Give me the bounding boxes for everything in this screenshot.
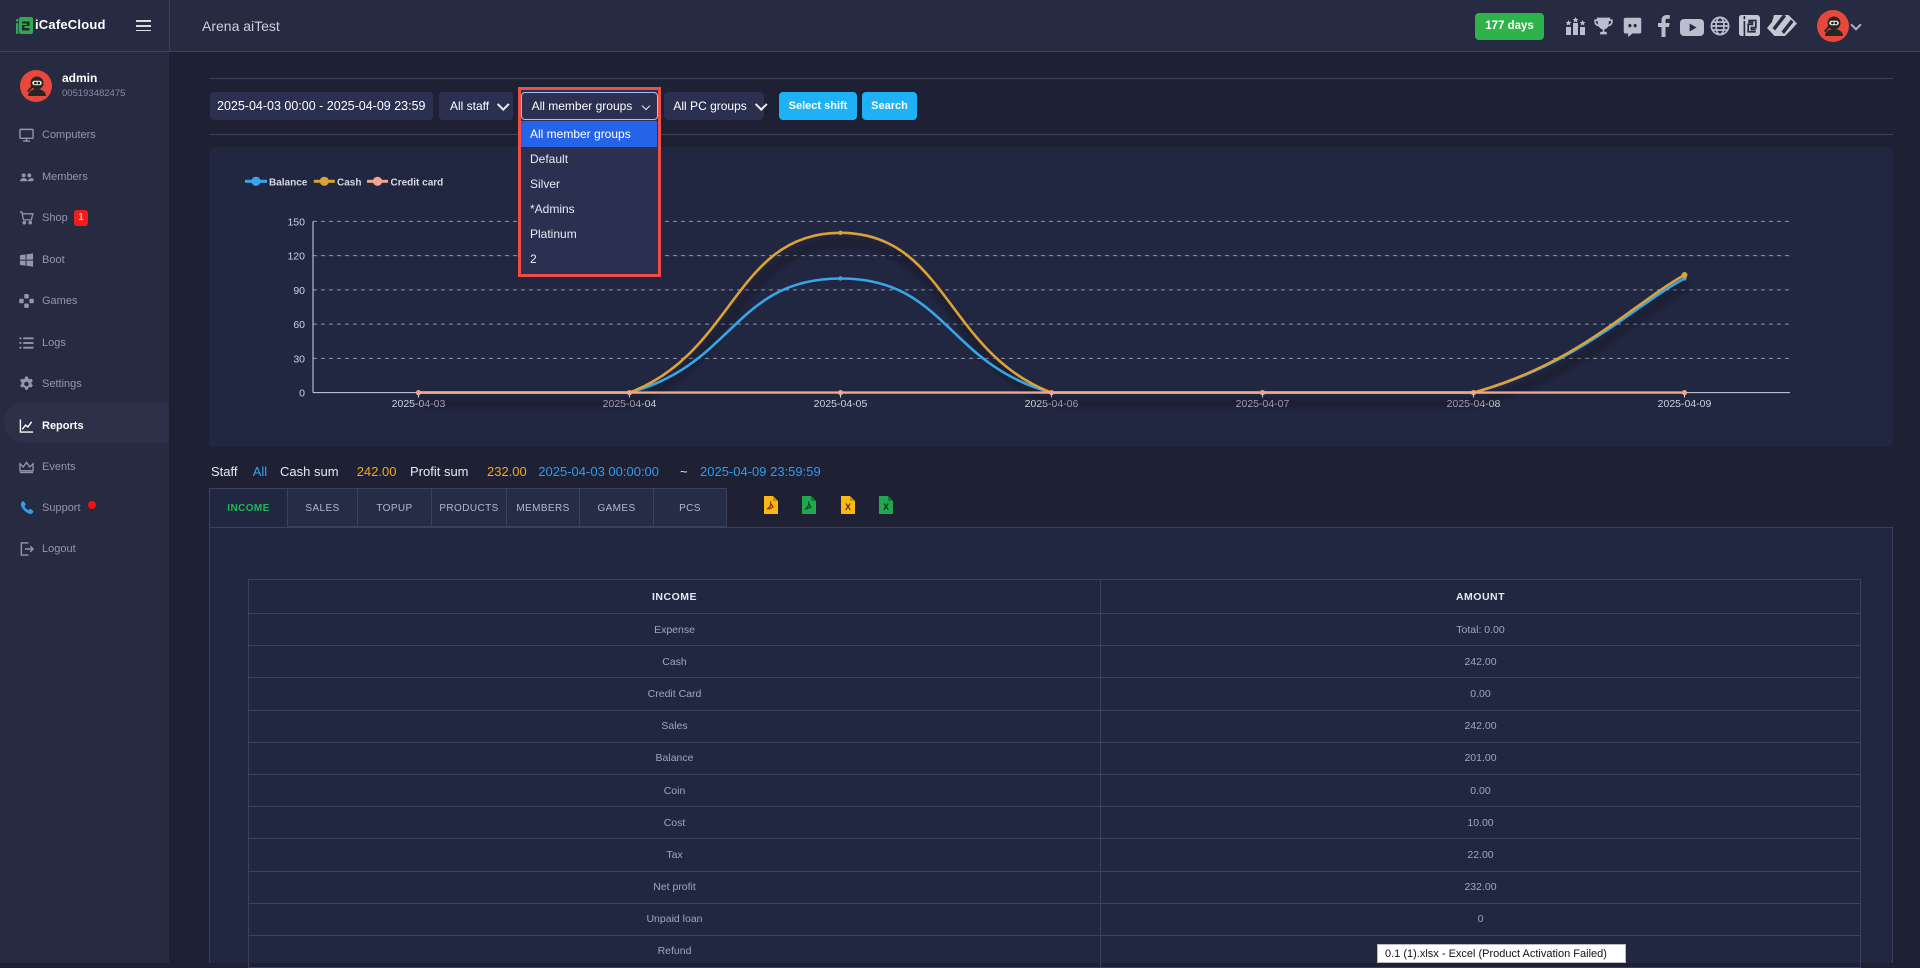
svg-text:60: 60 <box>293 319 305 331</box>
svg-text:Balance: Balance <box>269 178 308 189</box>
svg-text:Credit card: Credit card <box>391 178 444 189</box>
svg-text:2025-04-05: 2025-04-05 <box>814 398 868 410</box>
svg-text:30: 30 <box>293 353 305 365</box>
svg-text:90: 90 <box>293 285 305 297</box>
svg-text:2025-04-09: 2025-04-09 <box>1658 398 1712 410</box>
svg-text:120: 120 <box>287 251 305 263</box>
svg-text:Cash: Cash <box>337 178 361 189</box>
svg-text:0: 0 <box>299 388 305 400</box>
svg-text:X: X <box>883 502 889 512</box>
svg-text:X: X <box>845 502 851 512</box>
svg-text:150: 150 <box>287 216 305 228</box>
